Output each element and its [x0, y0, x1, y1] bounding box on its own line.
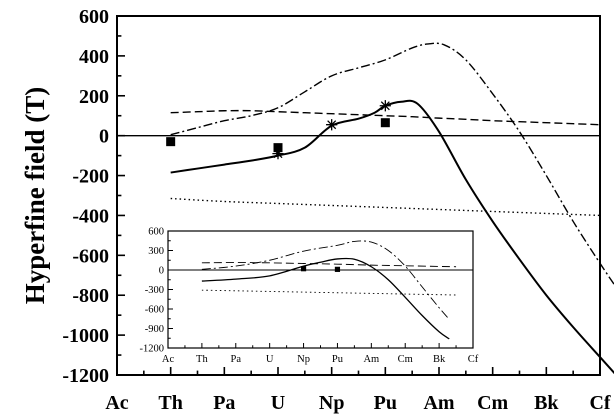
- x-tick-label: Np: [297, 354, 310, 365]
- x-tick-label: Cf: [468, 354, 479, 365]
- x-tick-label: Am: [423, 392, 454, 414]
- y-tick-label: 600: [148, 227, 164, 238]
- series-line-dotted: [201, 289, 457, 296]
- x-tick-label: Am: [363, 354, 379, 365]
- y-tick-label: 0: [159, 266, 164, 277]
- x-tick-label: U: [271, 392, 285, 414]
- x-tick-label: Cm: [477, 392, 508, 414]
- square-marker: [300, 266, 307, 272]
- x-tick-label: Th: [196, 354, 208, 365]
- asterisk-marker: [326, 119, 338, 131]
- x-tick-label: Pu: [332, 354, 344, 365]
- y-tick-label: -1200: [140, 344, 165, 355]
- y-tick-label: 400: [79, 46, 109, 68]
- x-tick-label: Ac: [162, 354, 175, 365]
- x-tick-label: Cf: [589, 392, 610, 414]
- x-tick-label: U: [266, 354, 274, 365]
- y-tick-label: 0: [99, 126, 109, 148]
- y-axis-title: Hyperfine field (T): [20, 87, 50, 304]
- y-tick-label: 600: [79, 6, 109, 28]
- y-tick-label: -900: [145, 324, 164, 335]
- x-tick-label: Bk: [534, 392, 559, 414]
- y-tick-label: -400: [72, 205, 109, 227]
- square-marker: [273, 143, 283, 153]
- x-tick-label: Pa: [213, 392, 235, 414]
- plot-frame: [167, 230, 474, 349]
- series-line-dashed: [170, 109, 601, 126]
- square-marker: [334, 266, 341, 272]
- y-tick-label: -1000: [62, 325, 109, 347]
- series-line-solid: [201, 257, 450, 340]
- square-marker: [166, 137, 176, 147]
- y-tick-label: -600: [145, 305, 164, 316]
- series-line-dashed: [201, 262, 457, 268]
- y-tick-label: 200: [79, 86, 109, 108]
- x-tick-label: Pu: [374, 392, 397, 414]
- asterisk-marker: [272, 147, 284, 160]
- x-tick-label: Ac: [105, 392, 128, 414]
- asterisk-marker: [379, 100, 391, 112]
- y-tick-label: -800: [72, 285, 109, 307]
- square-marker: [380, 118, 390, 128]
- series-line-dotted: [170, 197, 601, 217]
- x-tick-label: Th: [158, 392, 182, 414]
- x-tick-label: Np: [319, 392, 345, 414]
- series-line-dashdot: [201, 240, 450, 320]
- y-tick-label: -200: [72, 166, 109, 188]
- y-tick-label: -300: [145, 285, 164, 296]
- y-tick-label: -600: [72, 245, 109, 267]
- x-tick-label: Bk: [433, 354, 446, 365]
- y-tick-label: -1200: [62, 365, 109, 387]
- x-tick-label: Cm: [398, 354, 413, 365]
- series-line-dashdot: [170, 42, 614, 286]
- x-tick-label: Pa: [231, 354, 242, 365]
- y-tick-label: 300: [148, 246, 164, 257]
- series-line-solid: [170, 99, 614, 375]
